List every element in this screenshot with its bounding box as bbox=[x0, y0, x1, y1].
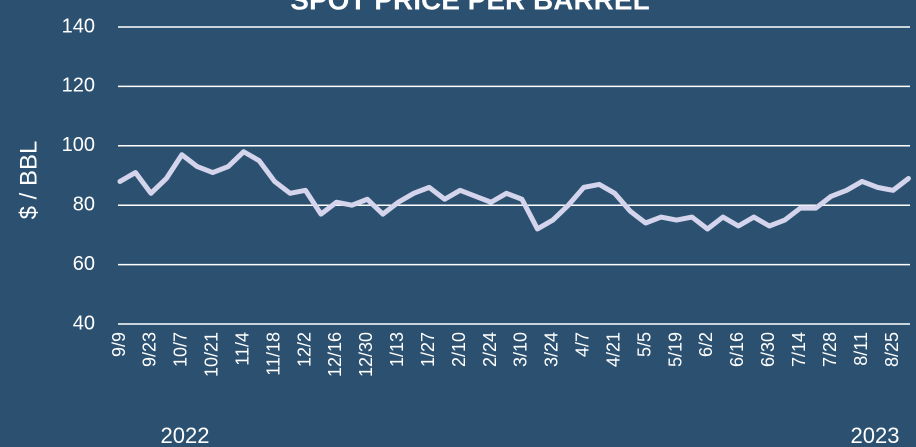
x-tick-label: 5/19 bbox=[665, 332, 685, 367]
x-tick-label: 12/2 bbox=[294, 332, 314, 367]
y-axis-label: $ / BBL bbox=[15, 141, 42, 220]
x-tick-label: 10/7 bbox=[171, 332, 191, 367]
y-tick-label: 40 bbox=[73, 312, 95, 334]
x-tick-label: 1/13 bbox=[387, 332, 407, 367]
y-tick-label: 140 bbox=[62, 15, 95, 37]
year-label: 2023 bbox=[851, 423, 900, 447]
x-tick-label: 10/21 bbox=[202, 332, 222, 377]
y-tick-label: 120 bbox=[62, 75, 95, 97]
price-line bbox=[117, 149, 911, 232]
x-tick-label: 8/25 bbox=[882, 332, 902, 367]
year-label: 2022 bbox=[161, 423, 210, 447]
chart-title: SPOT PRICE PER BARREL bbox=[290, 0, 649, 15]
x-tick-label: 9/23 bbox=[140, 332, 160, 367]
x-tick-label: 2/10 bbox=[449, 332, 469, 367]
x-tick-label: 6/16 bbox=[727, 332, 747, 367]
x-tick-label: 6/2 bbox=[696, 332, 716, 357]
x-tick-label: 12/30 bbox=[356, 332, 376, 377]
x-tick-label: 11/4 bbox=[232, 332, 252, 366]
y-tick-label: 80 bbox=[73, 193, 95, 215]
x-tick-label: 12/16 bbox=[325, 332, 345, 377]
x-tick-label: 9/9 bbox=[109, 332, 129, 357]
x-tick-label: 3/10 bbox=[511, 332, 531, 367]
x-tick-label: 1/27 bbox=[418, 332, 438, 367]
x-tick-label: 7/14 bbox=[789, 332, 809, 367]
y-tick-label: 100 bbox=[62, 134, 95, 156]
x-tick-label: 6/30 bbox=[758, 332, 778, 367]
x-tick-label: 4/21 bbox=[603, 332, 623, 367]
x-tick-label: 7/28 bbox=[820, 332, 840, 367]
x-tick-label: 4/7 bbox=[573, 332, 593, 357]
x-tick-label: 3/24 bbox=[542, 332, 562, 367]
x-tick-label: 2/24 bbox=[480, 332, 500, 367]
x-tick-label: 11/18 bbox=[263, 332, 283, 376]
y-tick-label: 60 bbox=[73, 253, 95, 275]
x-tick-label: 8/11 bbox=[851, 332, 871, 366]
x-tick-label: 5/5 bbox=[634, 332, 654, 357]
